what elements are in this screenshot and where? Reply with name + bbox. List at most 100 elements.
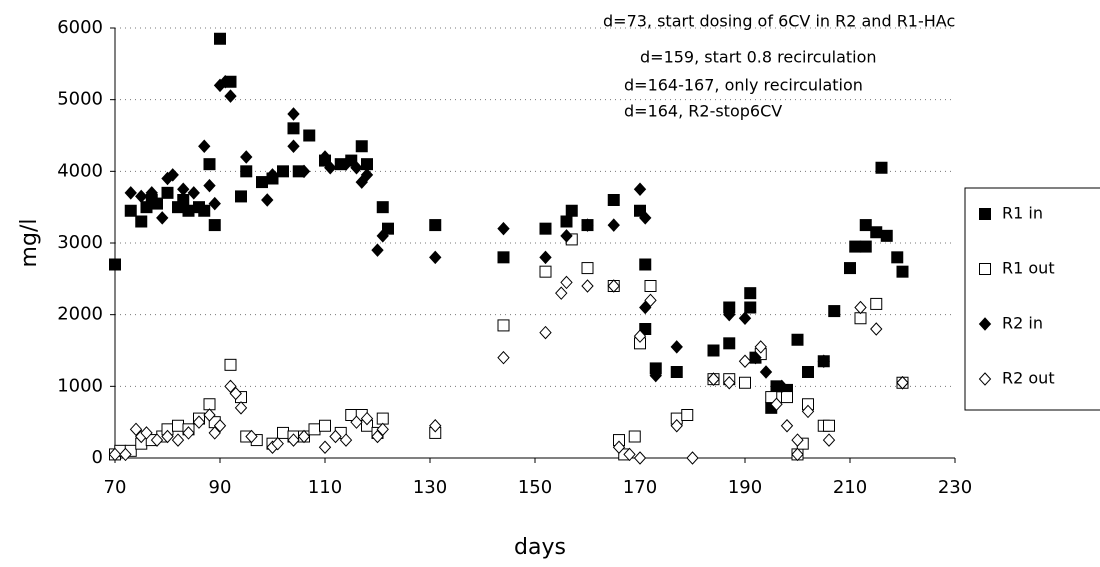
point xyxy=(817,354,830,368)
point xyxy=(145,186,158,200)
x-tick-label: 130 xyxy=(413,477,447,498)
point xyxy=(738,354,752,368)
point xyxy=(203,158,216,171)
point xyxy=(371,243,384,257)
point xyxy=(560,275,573,290)
point xyxy=(738,311,752,325)
x-tick-label: 210 xyxy=(833,477,867,498)
point xyxy=(633,451,647,465)
point xyxy=(896,376,909,390)
point xyxy=(203,408,216,422)
point xyxy=(497,251,510,264)
point xyxy=(256,176,268,189)
point xyxy=(759,365,773,379)
y-tick-label: 6000 xyxy=(57,17,103,38)
point xyxy=(791,333,804,346)
point xyxy=(297,164,311,179)
point xyxy=(213,419,227,433)
legend-box xyxy=(964,187,1100,411)
point xyxy=(329,429,342,444)
point xyxy=(355,175,368,189)
point xyxy=(623,447,636,462)
point xyxy=(880,229,893,242)
point xyxy=(639,323,652,335)
point xyxy=(639,300,652,315)
point xyxy=(859,240,872,253)
point xyxy=(203,178,216,193)
annotation: d=164-167, only recirculation xyxy=(624,76,863,95)
y-tick-label: 4000 xyxy=(57,160,103,181)
point xyxy=(565,204,578,217)
point xyxy=(182,204,195,217)
point xyxy=(581,262,594,275)
point xyxy=(219,75,232,89)
point xyxy=(607,218,620,232)
point xyxy=(161,186,174,199)
point xyxy=(801,404,815,419)
x-tick-label: 110 xyxy=(308,477,342,498)
point xyxy=(670,419,683,433)
point xyxy=(318,150,332,164)
point xyxy=(581,279,594,293)
point xyxy=(754,340,767,354)
point xyxy=(229,386,242,401)
point xyxy=(277,165,289,178)
point xyxy=(539,222,552,235)
point xyxy=(161,429,174,444)
point xyxy=(360,168,374,182)
x-tick-label: 90 xyxy=(209,477,232,498)
point xyxy=(192,415,206,429)
point xyxy=(382,222,394,235)
point xyxy=(198,204,211,217)
point xyxy=(639,211,652,225)
point xyxy=(429,419,442,433)
point xyxy=(823,419,835,432)
point xyxy=(171,433,185,447)
point xyxy=(108,447,122,462)
point xyxy=(870,226,883,239)
x-tick-label: 190 xyxy=(728,477,762,498)
point xyxy=(187,186,200,200)
point xyxy=(235,190,247,203)
point xyxy=(560,215,573,228)
point xyxy=(780,419,794,433)
point xyxy=(739,376,751,389)
legend-label: R2 out xyxy=(1002,369,1055,388)
point xyxy=(822,433,836,447)
legend-marker xyxy=(978,372,992,386)
point xyxy=(539,265,552,278)
point xyxy=(723,337,736,350)
point xyxy=(303,129,316,142)
legend-marker xyxy=(979,263,991,275)
point xyxy=(287,107,300,121)
legend-label: R1 in xyxy=(1002,204,1043,223)
point xyxy=(109,258,121,271)
point xyxy=(208,196,221,211)
point xyxy=(177,194,190,206)
point xyxy=(539,325,552,340)
point xyxy=(854,312,867,325)
point xyxy=(339,157,353,171)
x-tick-label: 170 xyxy=(623,477,657,498)
legend-label: R2 in xyxy=(1002,314,1043,333)
point xyxy=(633,329,647,343)
point xyxy=(287,433,300,447)
point xyxy=(707,372,720,386)
point xyxy=(172,419,184,432)
point xyxy=(644,293,657,308)
point xyxy=(287,139,300,153)
annotation: d=164, R2-stop6CV xyxy=(624,102,782,121)
point xyxy=(208,426,221,440)
point xyxy=(612,440,626,454)
point xyxy=(271,436,284,451)
y-tick-label: 1000 xyxy=(57,375,103,396)
point xyxy=(129,422,143,437)
point xyxy=(802,366,814,378)
point xyxy=(497,221,510,236)
x-tick-label: 230 xyxy=(938,477,972,498)
point xyxy=(266,168,279,182)
x-axis-label: days xyxy=(514,535,566,560)
point xyxy=(560,229,573,243)
point xyxy=(765,391,778,404)
